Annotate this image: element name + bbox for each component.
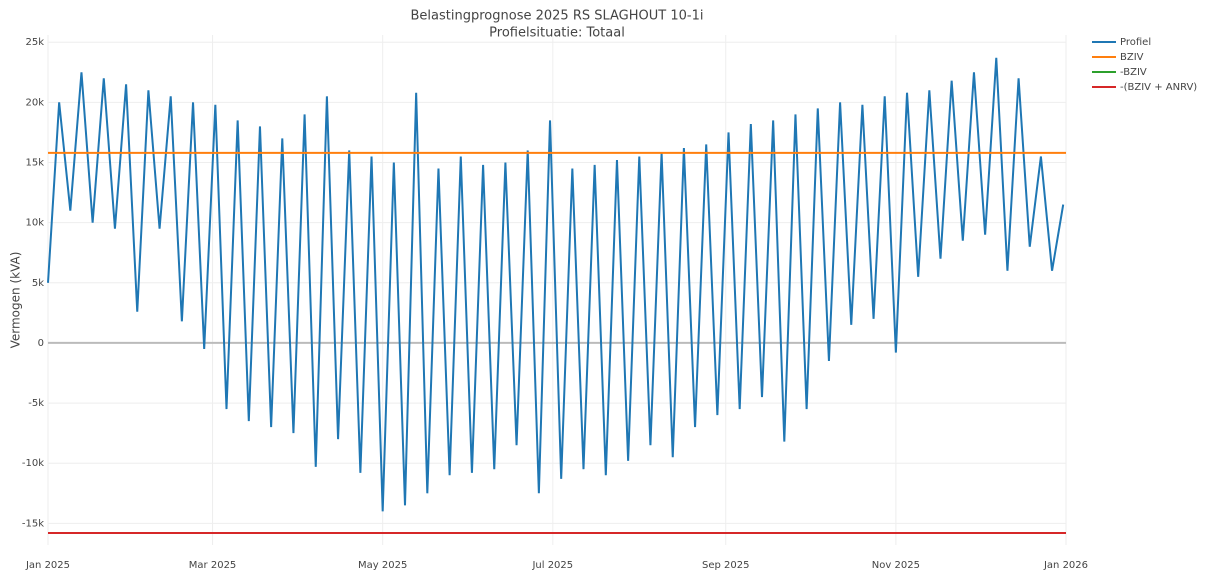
y-tick-label: 25k [25,37,44,48]
x-tick-label: Jan 2025 [25,560,70,571]
legend-label: Profiel [1120,37,1151,48]
y-tick-label: -15k [22,518,44,529]
series-line [47,57,1065,512]
legend-label: -BZIV [1120,67,1147,78]
legend-label: -(BZIV + ANRV) [1120,82,1197,93]
x-tick-label: Sep 2025 [702,560,749,571]
y-tick-label: -5k [28,398,44,409]
y-tick-label: -10k [22,458,44,469]
legend-label: BZIV [1120,52,1144,63]
y-tick-label: 15k [25,158,44,169]
chart-subtitle: Profielsituatie: Totaal [489,26,625,41]
y-axis-label: Vermogen (kVA) [9,252,23,349]
x-tick-label: May 2025 [358,560,407,571]
x-tick-label: Jan 2026 [1043,560,1088,571]
y-tick-label: 0 [38,338,44,349]
x-tick-label: Nov 2025 [872,560,920,571]
y-tick-label: 10k [25,218,44,229]
y-tick-label: 20k [25,97,44,108]
chart-title: Belastingprognose 2025 RS SLAGHOUT 10-1i [411,9,704,24]
y-tick-label: 5k [32,278,44,289]
x-tick-label: Jul 2025 [531,560,573,571]
x-tick-label: Mar 2025 [189,560,237,571]
